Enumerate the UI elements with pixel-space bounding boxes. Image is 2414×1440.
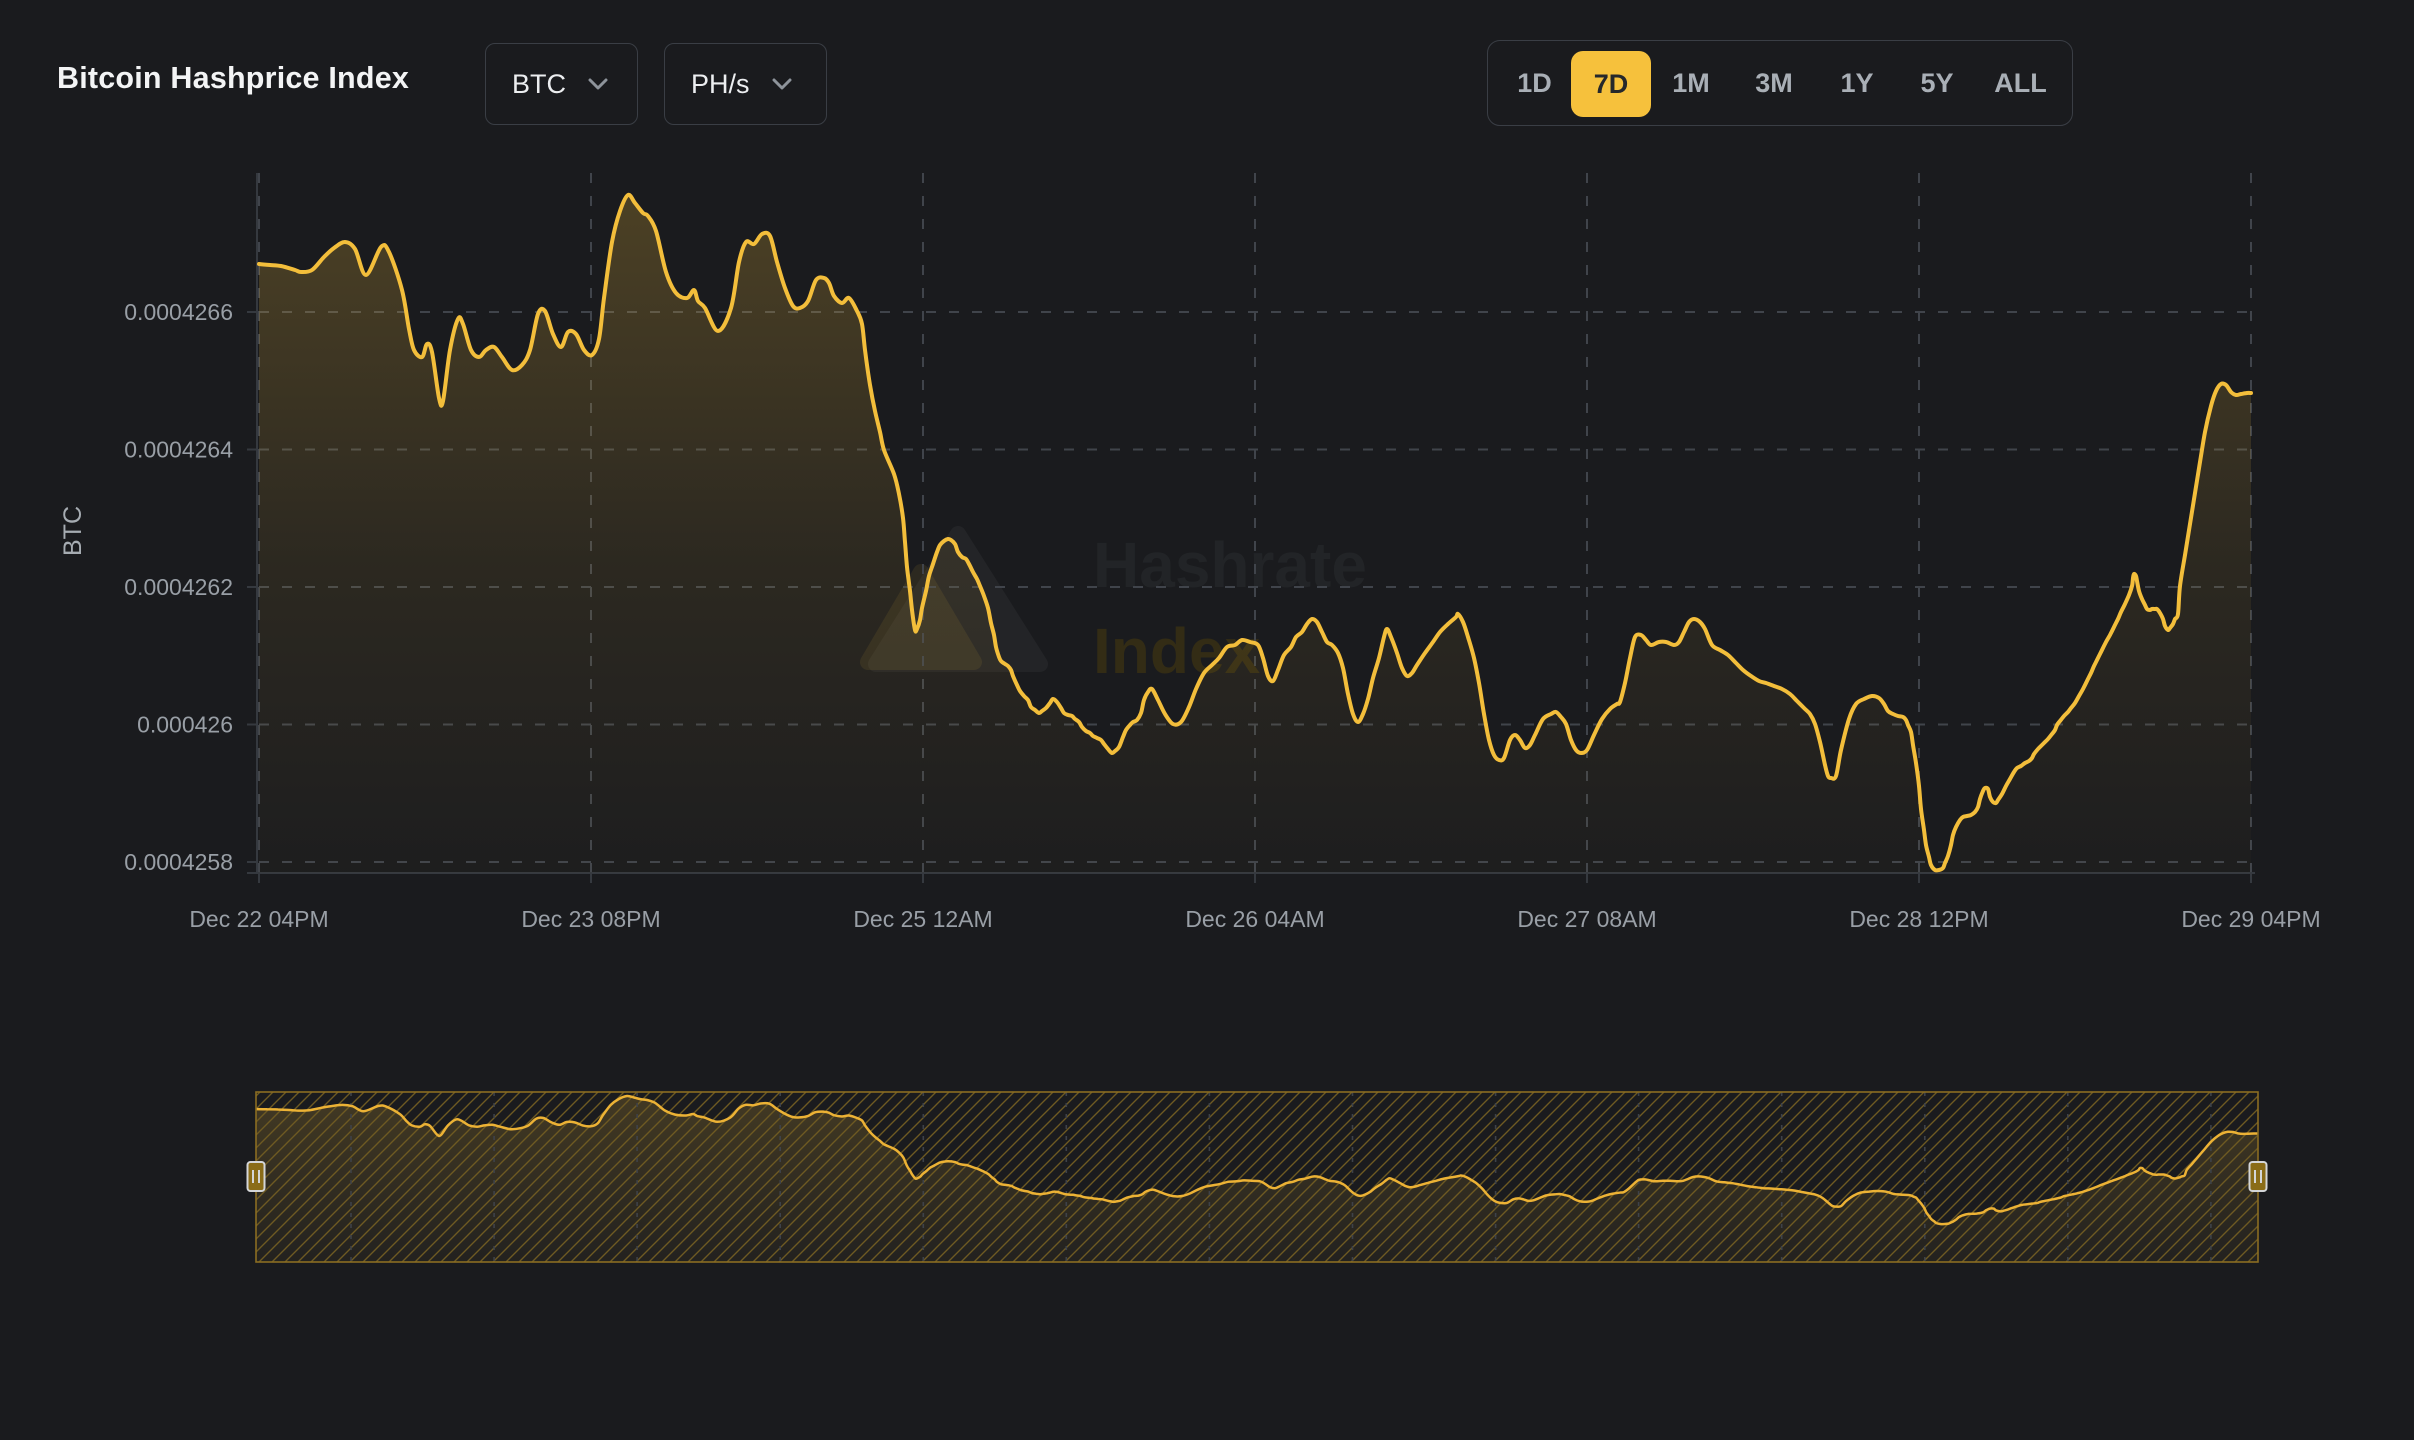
svg-text:Dec 29 04PM: Dec 29 04PM bbox=[2181, 906, 2320, 932]
svg-text:0.0004262: 0.0004262 bbox=[124, 574, 233, 600]
svg-text:0.000426: 0.000426 bbox=[137, 712, 233, 738]
svg-text:0.0004258: 0.0004258 bbox=[124, 849, 233, 875]
svg-text:Dec 25 12AM: Dec 25 12AM bbox=[853, 906, 992, 932]
svg-text:Dec 27 08AM: Dec 27 08AM bbox=[1517, 906, 1656, 932]
svg-text:0.0004266: 0.0004266 bbox=[124, 299, 233, 325]
svg-text:Dec 23 08PM: Dec 23 08PM bbox=[521, 906, 660, 932]
svg-text:Hashrate: Hashrate bbox=[1093, 529, 1367, 601]
svg-text:0.0004264: 0.0004264 bbox=[124, 437, 233, 463]
svg-text:Dec 26 04AM: Dec 26 04AM bbox=[1185, 906, 1324, 932]
svg-text:Dec 28 12PM: Dec 28 12PM bbox=[1849, 906, 1988, 932]
svg-text:Dec 22 04PM: Dec 22 04PM bbox=[189, 906, 328, 932]
svg-text:BTC: BTC bbox=[59, 506, 87, 556]
